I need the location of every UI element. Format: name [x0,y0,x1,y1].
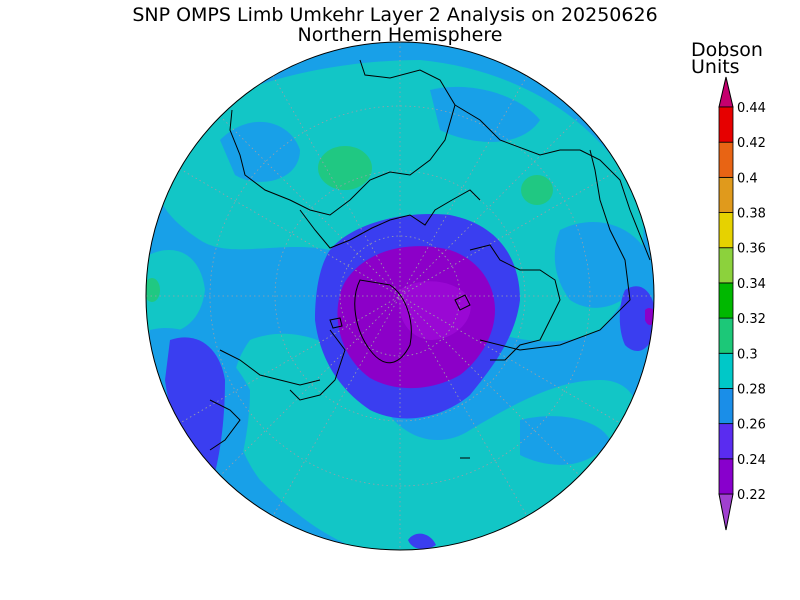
units-line-2: Units [691,56,740,78]
colorbar-segment [718,317,734,354]
coastlines [209,59,651,459]
map-border [145,41,655,551]
units-line-1: Dobson [691,39,763,61]
coast-west-europe-africa [219,349,321,386]
coast-russia [479,149,631,351]
colorbar-tick-label: 0.38 [737,207,766,222]
colorbar-tick-label: 0.44 [737,101,766,116]
colorbar-tick-label: 0.4 [737,171,758,186]
island-svalbard [454,294,471,311]
coast-north-atlantic [289,329,346,401]
colorbar-segment [718,423,734,460]
map-title: SNP OMPS Limb Umkehr Layer 2 Analysis on… [132,4,658,26]
colorbar-segment [718,176,734,213]
coast-asia-east [579,149,651,261]
colorbar-tick-label: 0.28 [737,382,766,397]
coast-greenland [354,279,412,363]
graticule [146,42,654,550]
colorbar: 0.22 0.24 0.26 0.28 0.3 0.32 0.34 0.36 0.38 0.4 0.… [718,76,766,531]
island-iceland [329,317,343,329]
field-green-spots [146,146,553,302]
colorbar-tick-label: 0.32 [737,312,766,327]
coast-siberia [454,104,580,156]
colorbar-over-triangle [718,76,734,108]
colorbar-units-label: Dobson Units [691,39,763,78]
colorbar-tick-label: 0.3 [737,347,758,362]
map-subtitle: Northern Hemisphere [297,24,503,46]
colorbar-segment [718,352,734,389]
colorbar-tick-label: 0.34 [737,277,766,292]
coast-north-america-alaska [229,59,456,216]
colorbar-segment [718,388,734,425]
colorbar-segment [718,141,734,178]
colorbar-tick-label: 0.26 [737,418,766,433]
polar-map [146,42,654,550]
field-purple-spot [645,308,654,325]
colorbar-segment [718,106,734,143]
coast-canada-arctic [299,189,481,249]
colorbar-tick-label: 0.42 [737,136,766,151]
colorbar-tick-label: 0.22 [737,488,766,503]
coast-europe [469,244,561,361]
colorbar-segment [718,282,734,319]
colorbar-tick-label: 0.36 [737,242,766,257]
colorbar-tick-label: 0.24 [737,453,766,468]
coast-southwest [209,399,241,451]
colorbar-under-triangle [718,493,734,531]
colorbar-segment [718,212,734,249]
colorbar-segment [718,247,734,284]
colorbar-segment [718,458,734,495]
